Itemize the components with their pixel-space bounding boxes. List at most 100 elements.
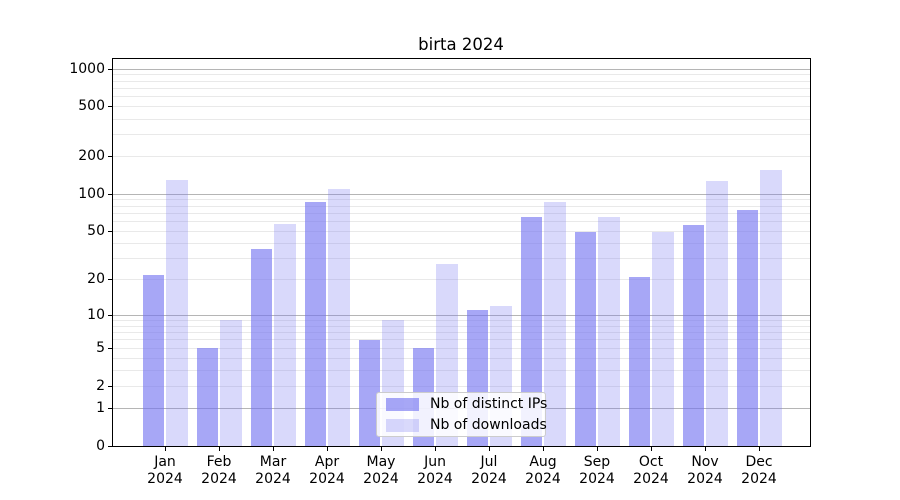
gridline-minor xyxy=(113,357,810,359)
gridline-minor xyxy=(113,156,810,158)
gridline-minor xyxy=(113,134,810,136)
gridline-minor xyxy=(113,106,810,108)
x-tick-label: Feb 2024 xyxy=(201,454,237,487)
y-tick-label: 100 xyxy=(78,185,105,202)
x-tick-mark xyxy=(704,447,706,451)
chart-title: birta 2024 xyxy=(418,35,504,54)
gridline-minor xyxy=(113,118,810,120)
legend-swatch-distinct-ips xyxy=(386,397,419,411)
gridline-minor xyxy=(113,325,810,327)
x-tick-label: Dec 2024 xyxy=(741,454,777,487)
legend-label-downloads: Nb of downloads xyxy=(430,417,547,433)
x-tick-label: Apr 2024 xyxy=(309,454,345,487)
bar-distinct-ips xyxy=(250,249,272,446)
x-tick-label: Sep 2024 xyxy=(579,454,615,487)
x-tick-mark xyxy=(596,447,598,451)
bar-downloads xyxy=(220,320,242,446)
x-tick-mark xyxy=(326,447,328,451)
gridline-minor xyxy=(113,221,810,223)
gridline-minor xyxy=(113,258,810,260)
x-tick-mark xyxy=(272,447,274,451)
y-tick-label: 200 xyxy=(78,148,105,165)
gridline-minor xyxy=(113,80,810,82)
gridline-minor xyxy=(113,332,810,334)
gridline-major xyxy=(113,68,810,70)
gridline-minor xyxy=(113,88,810,90)
y-tick-mark xyxy=(108,156,112,158)
x-tick-mark xyxy=(164,447,166,451)
bar-distinct-ips xyxy=(574,231,596,446)
bar-downloads xyxy=(760,169,782,446)
y-tick-label: 1 xyxy=(96,399,105,416)
gridline-minor xyxy=(113,319,810,321)
gridline-minor xyxy=(113,212,810,214)
gridline-minor xyxy=(113,279,810,281)
bar-distinct-ips xyxy=(196,348,218,446)
bar-distinct-ips xyxy=(628,277,650,446)
x-tick-mark xyxy=(434,447,436,451)
bar-distinct-ips xyxy=(304,201,326,446)
y-tick-mark xyxy=(108,68,112,70)
plot-area: 0 1 2 5 10 20 50 100 200 500 1000 Jan 2024 Feb 2024 Mar… xyxy=(69,59,810,487)
gridline-minor xyxy=(113,199,810,201)
y-tick-mark xyxy=(108,106,112,108)
gridline-minor xyxy=(113,339,810,341)
gridline-minor xyxy=(113,74,810,76)
gridline-minor xyxy=(113,242,810,244)
y-tick-mark xyxy=(108,445,112,447)
y-tick-mark xyxy=(108,193,112,195)
x-tick-mark xyxy=(380,447,382,451)
legend-item-downloads: Nb of downloads xyxy=(377,416,547,435)
x-tick-mark xyxy=(218,447,220,451)
y-tick-label: 5 xyxy=(96,339,105,356)
x-tick-label: Jun 2024 xyxy=(417,454,453,487)
bar-distinct-ips xyxy=(142,274,164,446)
y-tick-mark xyxy=(108,385,112,387)
bar-distinct-ips xyxy=(682,225,704,446)
bar-distinct-ips xyxy=(358,339,380,446)
x-tick-mark xyxy=(542,447,544,451)
x-tick-label: Mar 2024 xyxy=(255,454,291,487)
bar-downloads xyxy=(544,202,566,446)
bar-downloads xyxy=(652,231,674,446)
y-tick-label: 2 xyxy=(96,377,105,394)
legend-item-distinct-ips: Nb of distinct IPs xyxy=(377,395,548,414)
y-tick-label: 10 xyxy=(87,306,105,323)
bar-downloads xyxy=(166,180,188,446)
gridline-major xyxy=(113,193,810,195)
y-tick-label: 0 xyxy=(96,437,105,454)
y-tick-mark xyxy=(108,407,112,409)
y-tick-mark xyxy=(108,314,112,316)
gridline-minor xyxy=(113,385,810,387)
x-tick-mark xyxy=(488,447,490,451)
legend-swatch-downloads xyxy=(386,418,419,432)
gridline-major xyxy=(113,314,810,316)
gridline-minor xyxy=(113,347,810,349)
gridline-minor xyxy=(113,205,810,207)
bar-distinct-ips xyxy=(736,209,758,446)
legend-label-distinct-ips: Nb of distinct IPs xyxy=(430,396,548,412)
x-tick-mark xyxy=(650,447,652,451)
gridline-minor xyxy=(113,231,810,233)
y-tick-label: 500 xyxy=(78,98,105,115)
x-tick-mark xyxy=(758,447,760,451)
x-tick-label: Oct 2024 xyxy=(633,454,669,487)
y-tick-mark xyxy=(108,347,112,349)
bar-downloads xyxy=(706,180,728,446)
y-tick-label: 20 xyxy=(87,271,105,288)
y-tick-mark xyxy=(108,279,112,281)
x-tick-label: Jul 2024 xyxy=(471,454,507,487)
y-tick-label: 50 xyxy=(87,223,105,240)
bar-downloads xyxy=(328,189,350,446)
bar-distinct-ips xyxy=(520,217,542,446)
y-tick-mark xyxy=(108,231,112,233)
gridline-minor xyxy=(113,369,810,371)
y-tick-label: 1000 xyxy=(69,60,105,77)
x-tick-label: May 2024 xyxy=(363,454,399,487)
x-tick-label: Jan 2024 xyxy=(147,454,183,487)
gridline-minor xyxy=(113,96,810,98)
bar-downloads xyxy=(274,223,296,446)
legend: Nb of distinct IPs Nb of downloads xyxy=(376,392,548,437)
x-tick-label: Nov 2024 xyxy=(687,454,723,487)
